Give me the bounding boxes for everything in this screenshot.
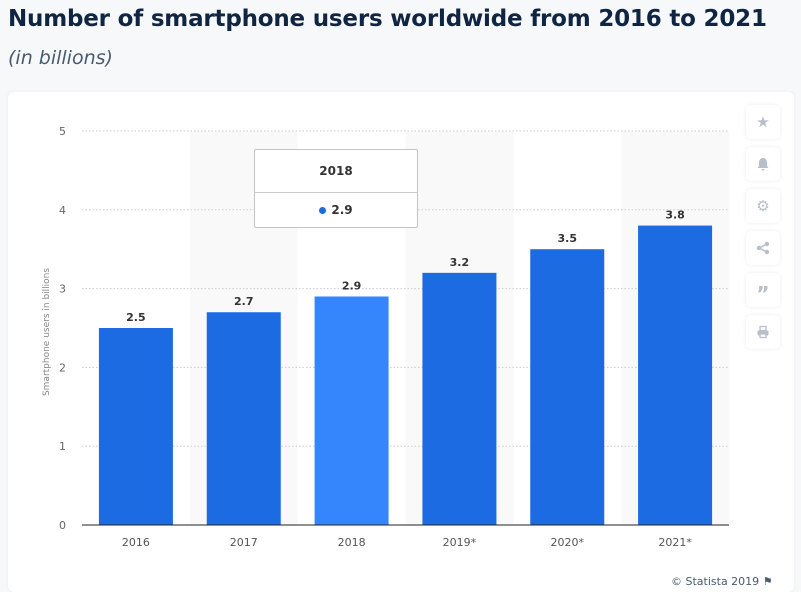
source-credit[interactable]: © Statista 2019 ⚑	[671, 575, 773, 588]
x-tick-label: 2016	[122, 536, 150, 549]
favorite-button[interactable]: ★	[746, 105, 780, 139]
data-label: 3.5	[558, 232, 578, 245]
data-label: 2.5	[126, 311, 146, 324]
x-tick-label: 2017	[230, 536, 258, 549]
toolbar: ★ ⚙ ”	[746, 105, 780, 357]
x-tick-label: 2018	[338, 536, 366, 549]
x-tick-label: 2020*	[551, 536, 585, 549]
y-axis-label: Smartphone users in billions	[42, 268, 52, 396]
data-label: 3.8	[665, 209, 685, 222]
data-label: 3.2	[450, 256, 470, 269]
y-tick-label: 3	[59, 283, 66, 296]
gear-icon: ⚙	[756, 197, 770, 215]
print-button[interactable]	[746, 315, 780, 349]
tooltip-dot	[319, 206, 327, 214]
chart-title: Number of smartphone users worldwide fro…	[8, 6, 767, 32]
x-tick-label: 2021*	[658, 536, 692, 549]
settings-button[interactable]: ⚙	[746, 189, 780, 223]
bar-2019[interactable]	[422, 272, 497, 525]
y-tick-label: 5	[59, 125, 66, 138]
star-icon: ★	[756, 113, 770, 131]
quote-icon: ”	[756, 282, 770, 306]
tooltip-value: 2.9	[331, 203, 353, 217]
bar-2018[interactable]	[314, 296, 389, 525]
share-icon	[756, 241, 770, 255]
y-tick-label: 1	[59, 440, 66, 453]
data-label: 2.7	[234, 295, 254, 308]
bar-2020[interactable]	[530, 249, 605, 525]
y-tick-label: 4	[59, 204, 66, 217]
notify-button[interactable]	[746, 147, 780, 181]
x-tick-label: 2019*	[443, 536, 477, 549]
tooltip-label: 2018	[255, 150, 417, 193]
flag-icon: ⚑	[762, 575, 773, 588]
tooltip: 2018 2.9	[254, 149, 418, 228]
print-icon	[757, 325, 769, 339]
cite-button[interactable]: ”	[746, 273, 780, 307]
share-button[interactable]	[746, 231, 780, 265]
bar-2017[interactable]	[206, 312, 281, 525]
bar-2016[interactable]	[98, 328, 173, 525]
bar-2021[interactable]	[638, 225, 713, 525]
data-label: 2.9	[342, 279, 362, 292]
credit-text: © Statista 2019	[671, 575, 760, 588]
chart-subtitle: (in billions)	[8, 47, 113, 69]
y-tick-label: 2	[59, 361, 66, 374]
y-tick-label: 0	[59, 519, 66, 532]
bell-icon	[757, 158, 769, 171]
